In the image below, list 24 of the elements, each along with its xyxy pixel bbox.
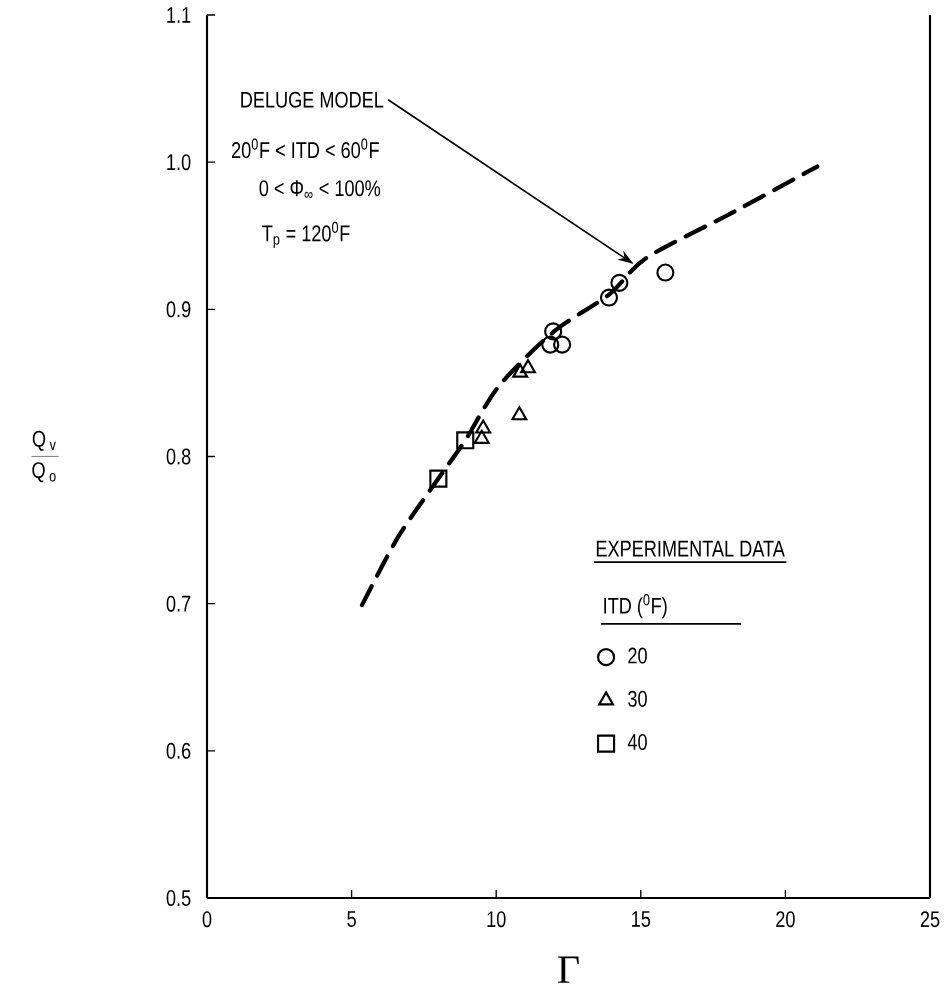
x-tick-label: 10: [487, 911, 506, 928]
y-tick-label: 0.7: [166, 595, 191, 612]
x-tick-label: 15: [632, 911, 651, 927]
y-tick-label: 0.8: [166, 448, 191, 465]
y-tick-label: 1.1: [167, 7, 191, 23]
text: $\frac{\mathrm{Q}_{\mathrm{v}}}{\mathrm{Q}_{\mathrm{o}}}$: [31, 430, 59, 483]
x-tick-label: 5: [347, 911, 356, 927]
y-tick-label: 0.5: [166, 889, 191, 907]
x-tick-label: 0: [202, 911, 212, 928]
y-tick-label: 1.0: [167, 154, 191, 171]
x-tick-label: 20: [776, 911, 795, 928]
x-tick-label: 25: [920, 911, 940, 928]
annotation: DELUGE MODEL: [241, 91, 384, 108]
legend-label: 30: [628, 690, 647, 707]
annotation: 0 < Φ$_{∞}$ < 100%: [259, 180, 381, 198]
annotation: 20$^{0}$F < ITD < 60$^{0}$F: [232, 138, 379, 159]
legend-label: 40: [627, 733, 647, 751]
legend-title: EXPERIMENTAL DATA: [596, 540, 785, 557]
annotation: T$_{p}$ = 120$^{0}$F: [262, 221, 350, 248]
y-tick-label: 0.6: [166, 742, 191, 759]
annotation: ITD ($^{0}$F): [604, 594, 667, 619]
x-axis-title: Γ: [558, 956, 579, 983]
y-tick-label: 0.9: [166, 301, 191, 318]
legend-label: 20: [628, 647, 647, 664]
